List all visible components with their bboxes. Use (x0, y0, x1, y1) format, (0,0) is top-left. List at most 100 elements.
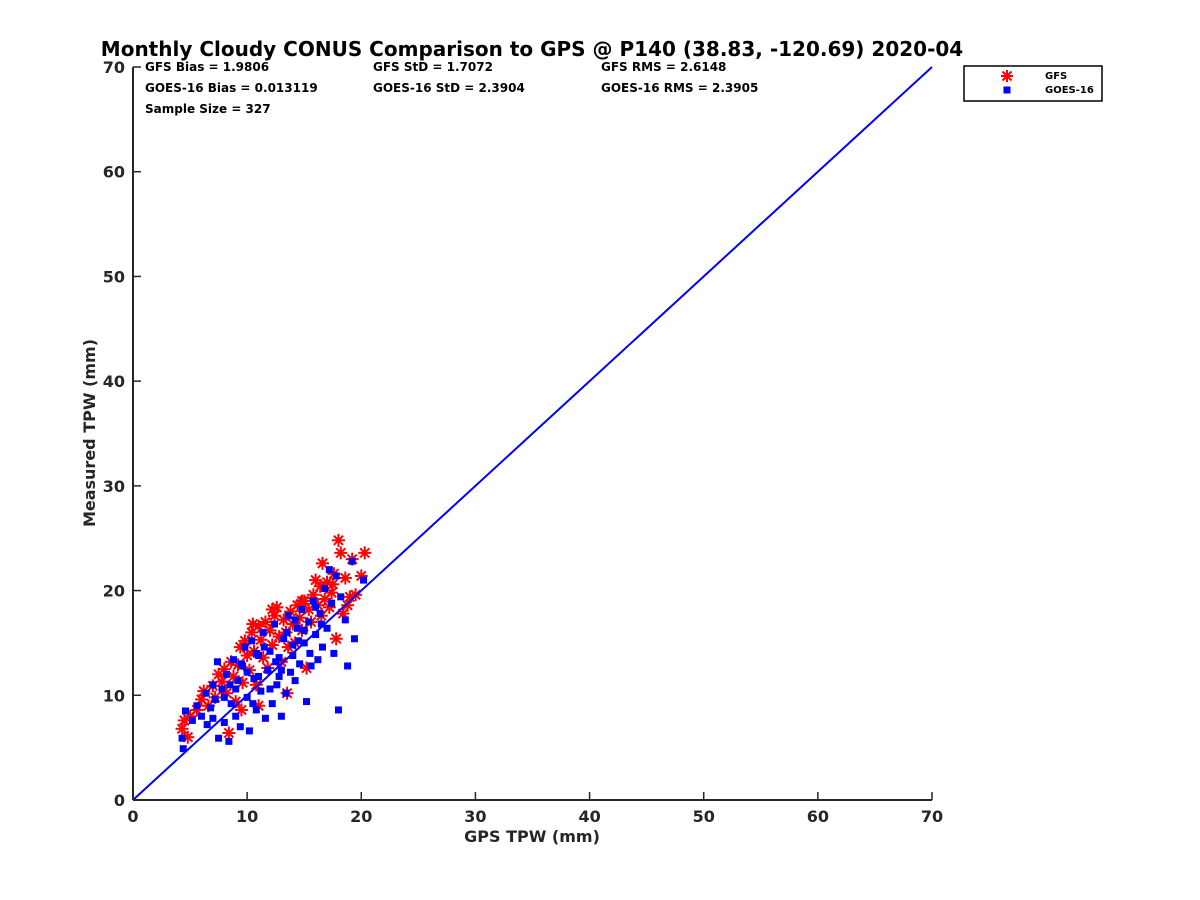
goes-point (252, 649, 260, 657)
goes-point (312, 603, 320, 611)
gfs-point (222, 726, 236, 740)
goes-std-text: GOES-16 StD = 2.3904 (373, 81, 525, 95)
goes-point (318, 643, 326, 651)
x-tick-label: 0 (127, 807, 138, 826)
goes-point (334, 706, 342, 714)
goes-point (296, 660, 304, 668)
goes-point (314, 656, 322, 664)
goes-point (220, 693, 228, 701)
goes-point (300, 626, 308, 634)
legend-box (963, 65, 1103, 102)
goes-point (250, 675, 258, 683)
goes-point (257, 687, 265, 695)
goes-point (243, 693, 251, 701)
y-tick-label: 70 (103, 58, 125, 77)
goes-point (323, 624, 331, 632)
goes-point (209, 714, 217, 722)
goes-point (293, 624, 301, 632)
goes-point (337, 593, 345, 601)
gfs-point (245, 625, 259, 639)
x-tick-label: 50 (693, 807, 715, 826)
goes-point (260, 643, 268, 651)
goes-point (179, 745, 187, 753)
goes-point (232, 712, 240, 720)
goes-rms-text: GOES-16 RMS = 2.3905 (601, 81, 758, 95)
goes-point (232, 685, 240, 693)
goes-point (182, 707, 190, 715)
goes-point (261, 714, 269, 722)
goes-point (213, 658, 221, 666)
x-tick-label: 20 (350, 807, 372, 826)
goes-point (280, 635, 288, 643)
goes-point (298, 605, 306, 613)
goes-point (252, 706, 260, 714)
legend-gfs-marker-icon (1001, 70, 1013, 82)
gfs-point (175, 722, 189, 736)
goes-point (264, 666, 272, 674)
gfs-point (341, 598, 355, 612)
goes-point (325, 566, 333, 574)
goes-point (197, 712, 205, 720)
x-axis-label: GPS TPW (mm) (464, 827, 600, 846)
gfs-bias-text: GFS Bias = 1.9806 (145, 60, 269, 74)
goes-point (227, 700, 235, 708)
goes-point (188, 716, 196, 724)
legend: GFS GOES-16 (963, 65, 1103, 102)
goes-point (272, 658, 280, 666)
plot-area (132, 66, 933, 801)
goes-point (259, 628, 267, 636)
goes-point (287, 668, 295, 676)
goes-point (266, 647, 274, 655)
goes-point (277, 666, 285, 674)
goes-point (289, 641, 297, 649)
gfs-point (240, 648, 254, 662)
goes-point (207, 704, 215, 712)
legend-goes-marker-icon (1003, 86, 1011, 94)
goes-point (255, 672, 263, 680)
goes-point (316, 610, 324, 618)
gfs-point (329, 632, 343, 646)
goes-point (225, 737, 233, 745)
goes-point (291, 616, 299, 624)
one-to-one-line (132, 66, 933, 801)
goes-point (248, 637, 256, 645)
goes-point (275, 672, 283, 680)
gfs-point (315, 556, 329, 570)
goes-point (209, 681, 217, 689)
x-tick-label: 30 (464, 807, 486, 826)
goes-point (282, 689, 290, 697)
goes-point (229, 656, 237, 664)
x-axis-ticks: 0 10 20 30 40 50 60 70 (127, 792, 943, 826)
sample-size-text: Sample Size = 327 (145, 102, 271, 116)
goes-point (330, 649, 338, 657)
gfs-rms-text: GFS RMS = 2.6148 (601, 60, 726, 74)
goes-point (220, 719, 228, 727)
chart-title: Monthly Cloudy CONUS Comparison to GPS @… (101, 37, 963, 61)
goes-point (295, 637, 303, 645)
goes-bias-text: GOES-16 Bias = 0.013119 (145, 81, 318, 95)
goes-point (283, 628, 291, 636)
goes-point (211, 695, 219, 703)
goes-point (302, 698, 310, 706)
y-tick-label: 30 (103, 477, 125, 496)
legend-goes-label: GOES-16 (1045, 85, 1094, 96)
y-axis-label: Measured TPW (mm) (80, 339, 99, 527)
gfs-point (325, 586, 339, 600)
y-tick-label: 10 (103, 686, 125, 705)
goes-point (289, 651, 297, 659)
goes-point (309, 597, 317, 605)
y-axis-ticks: 0 10 20 30 40 50 60 70 (103, 58, 141, 810)
goes-point (348, 557, 356, 565)
goes-point (360, 576, 368, 584)
gfs-point (334, 546, 348, 560)
goes-point (350, 635, 358, 643)
goes-point (275, 654, 283, 662)
gfs-point (246, 617, 260, 631)
goes-point (284, 612, 292, 620)
goes-point (273, 681, 281, 689)
gfs-point (358, 546, 372, 560)
y-tick-label: 20 (103, 582, 125, 601)
goes-point (237, 660, 245, 668)
gfs-point (265, 602, 279, 616)
